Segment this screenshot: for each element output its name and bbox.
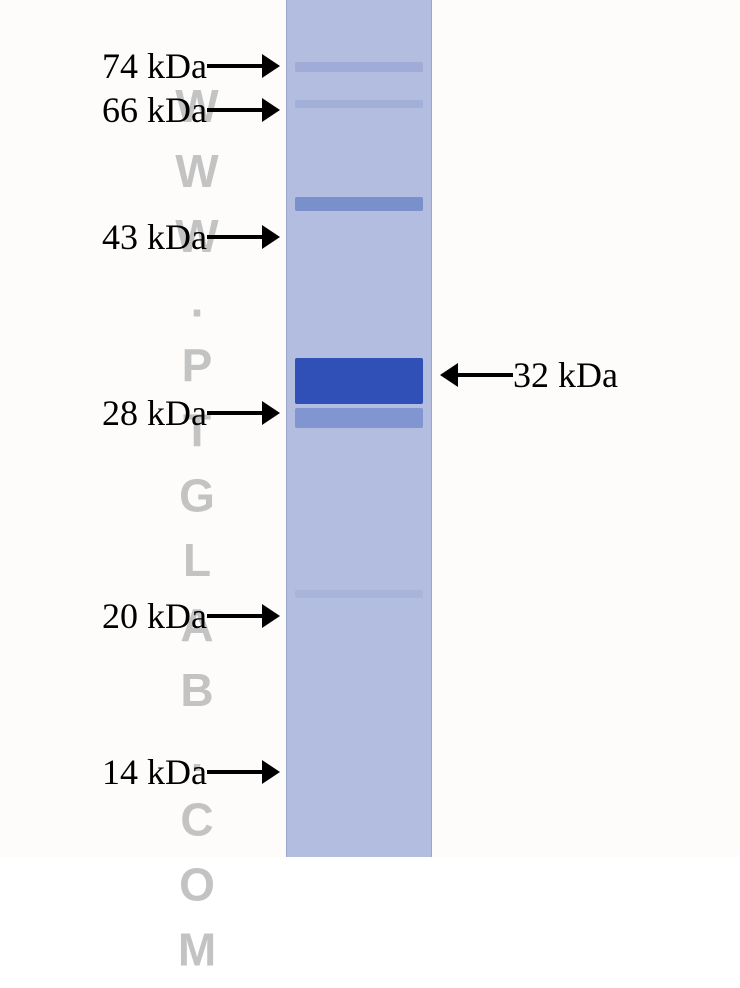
gel-band [295, 100, 423, 108]
mw-marker-label: 43 kDa [102, 216, 207, 258]
arrow-shaft [207, 614, 262, 618]
arrow-shaft [207, 64, 262, 68]
gel-band [295, 358, 423, 404]
arrow-head-icon [262, 225, 280, 249]
mw-marker-label: 74 kDa [102, 45, 207, 87]
mw-marker-left: 66 kDa [102, 87, 280, 134]
arrow-head-icon [440, 363, 458, 387]
mw-marker-label: 66 kDa [102, 89, 207, 131]
mw-marker-label: 28 kDa [102, 392, 207, 434]
arrow-head-icon [262, 54, 280, 78]
mw-marker-left: 14 kDa [102, 749, 280, 796]
gel-band [295, 197, 423, 211]
mw-marker-right: 32 kDa [440, 352, 618, 399]
mw-marker-left: 20 kDa [102, 593, 280, 640]
mw-marker-left: 28 kDa [102, 390, 280, 437]
arrow-head-icon [262, 401, 280, 425]
mw-marker-label: 32 kDa [513, 354, 618, 396]
mw-marker-label: 14 kDa [102, 751, 207, 793]
arrow-shaft [458, 373, 513, 377]
mw-marker-left: 74 kDa [102, 43, 280, 90]
arrow-head-icon [262, 760, 280, 784]
gel-band [295, 590, 423, 598]
gel-band [295, 408, 423, 428]
arrow-shaft [207, 108, 262, 112]
arrow-head-icon [262, 604, 280, 628]
gel-band [295, 62, 423, 72]
arrow-shaft [207, 411, 262, 415]
arrow-shaft [207, 770, 262, 774]
mw-marker-label: 20 kDa [102, 595, 207, 637]
mw-marker-left: 43 kDa [102, 214, 280, 261]
arrow-shaft [207, 235, 262, 239]
arrow-head-icon [262, 98, 280, 122]
gel-lane [286, 0, 432, 857]
